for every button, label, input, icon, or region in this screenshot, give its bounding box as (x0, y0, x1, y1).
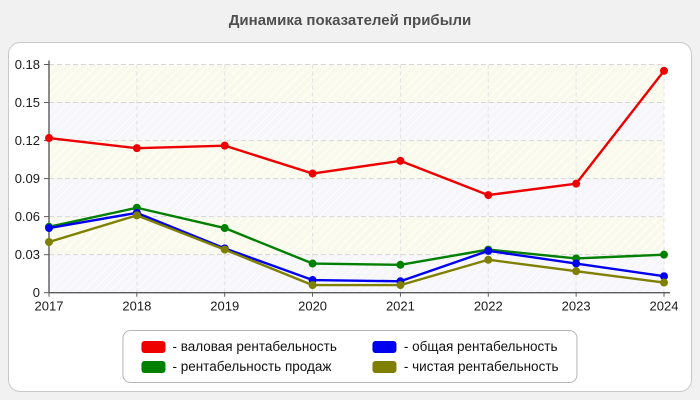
legend-label: - рентабельность продаж (172, 359, 332, 374)
data-point (572, 267, 581, 276)
legend-label: - чистая рентабельность (403, 359, 559, 374)
legend-label: - общая рентабельность (403, 339, 558, 354)
y-tick-label: 0.09 (15, 171, 40, 186)
plot-band (49, 102, 664, 141)
y-tick-label: 0.12 (15, 133, 40, 148)
series-line (48, 206, 665, 267)
x-tick-label: 2018 (122, 299, 151, 314)
page-title: Динамика показателей прибыли (228, 12, 472, 29)
series-line (48, 214, 665, 287)
y-tick-label: 0 (33, 285, 40, 300)
legend-item: - рентабельность продаж (141, 359, 336, 374)
x-tick-label: 2024 (650, 299, 679, 314)
y-tick-label: 0.06 (15, 209, 40, 224)
plot-band (49, 254, 664, 293)
data-point (220, 224, 229, 233)
y-tick-label: 0.18 (15, 57, 40, 72)
legend-item: - валовая рентабельность (141, 339, 337, 354)
legend-swatch (141, 340, 166, 353)
data-point (396, 281, 405, 290)
data-point (572, 259, 581, 268)
data-point (484, 246, 493, 255)
data-point (220, 245, 229, 254)
legend-item: - общая рентабельность (372, 339, 559, 354)
legend-label: - валовая рентабельность (172, 339, 337, 354)
data-point (660, 272, 668, 281)
series-line (48, 70, 665, 197)
data-point (484, 191, 493, 200)
x-tick-label: 2021 (386, 299, 415, 314)
legend-swatch (141, 360, 166, 373)
x-tick-label: 2022 (474, 299, 503, 314)
data-point (220, 141, 229, 150)
plot-band (49, 140, 664, 179)
data-point (660, 250, 668, 259)
legend-swatch (372, 340, 397, 353)
data-point (45, 237, 53, 246)
legend-swatch (372, 360, 397, 373)
x-tick-label: 2020 (298, 299, 327, 314)
data-point (45, 224, 53, 233)
plot-band (49, 216, 664, 255)
series-line (48, 211, 665, 283)
data-point (45, 134, 53, 143)
legend-item: - чистая рентабельность (372, 359, 559, 374)
data-point (396, 156, 405, 165)
y-tick-label: 0.15 (15, 95, 40, 110)
data-point (572, 179, 581, 188)
data-point (308, 281, 317, 290)
chart-card: 0 0.03 0.06 0.09 0.12 0.15 0.18 2017 2018 2019 202… (8, 42, 692, 392)
data-point (660, 66, 668, 75)
data-point (396, 260, 405, 269)
plot-band (49, 64, 664, 103)
x-tick-label: 2017 (35, 299, 64, 314)
data-point (660, 278, 668, 287)
data-point (484, 255, 493, 264)
x-tick-label: 2023 (562, 299, 591, 314)
line-chart: 0 0.03 0.06 0.09 0.12 0.15 0.18 2017 2018 2019 202… (15, 57, 679, 314)
data-point (308, 169, 317, 178)
chart-legend: - валовая рентабельность - рентабельность… (122, 330, 578, 383)
data-point (132, 144, 141, 153)
y-tick-label: 0.03 (15, 247, 40, 262)
x-tick-label: 2019 (210, 299, 239, 314)
data-point (308, 259, 317, 268)
data-point (132, 211, 141, 220)
